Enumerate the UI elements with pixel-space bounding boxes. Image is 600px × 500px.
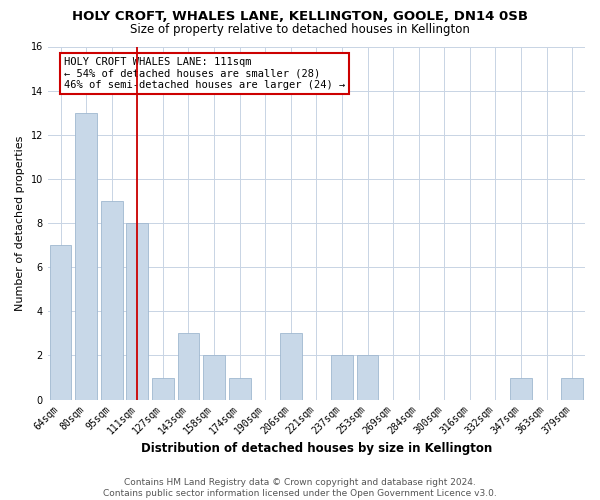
Bar [178, 334, 199, 400]
Bar [280, 334, 302, 400]
X-axis label: Distribution of detached houses by size in Kellington: Distribution of detached houses by size … [141, 442, 492, 455]
Y-axis label: Number of detached properties: Number of detached properties [15, 136, 25, 310]
Bar [203, 356, 225, 400]
Bar [50, 245, 71, 400]
Bar [152, 378, 174, 400]
Bar [75, 112, 97, 400]
Bar [356, 356, 379, 400]
Bar [331, 356, 353, 400]
Text: Contains HM Land Registry data © Crown copyright and database right 2024.
Contai: Contains HM Land Registry data © Crown c… [103, 478, 497, 498]
Bar [229, 378, 251, 400]
Text: HOLY CROFT WHALES LANE: 111sqm
← 54% of detached houses are smaller (28)
46% of : HOLY CROFT WHALES LANE: 111sqm ← 54% of … [64, 57, 345, 90]
Bar [127, 223, 148, 400]
Text: Size of property relative to detached houses in Kellington: Size of property relative to detached ho… [130, 22, 470, 36]
Bar [562, 378, 583, 400]
Bar [101, 201, 122, 400]
Text: HOLY CROFT, WHALES LANE, KELLINGTON, GOOLE, DN14 0SB: HOLY CROFT, WHALES LANE, KELLINGTON, GOO… [72, 10, 528, 23]
Bar [510, 378, 532, 400]
